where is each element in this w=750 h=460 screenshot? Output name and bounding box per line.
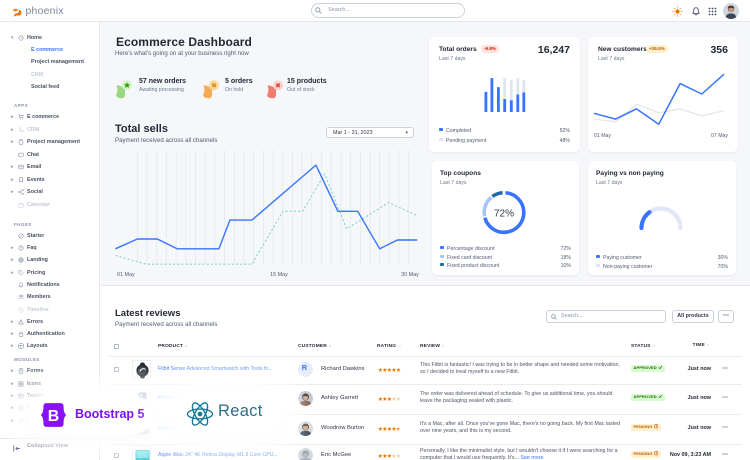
svg-text:15 May: 15 May bbox=[270, 272, 288, 278]
svg-text:72%: 72% bbox=[494, 209, 514, 220]
svg-text:30 May: 30 May bbox=[401, 272, 419, 278]
svg-text:01 May: 01 May bbox=[117, 272, 135, 278]
svg-text:B: B bbox=[48, 408, 59, 425]
